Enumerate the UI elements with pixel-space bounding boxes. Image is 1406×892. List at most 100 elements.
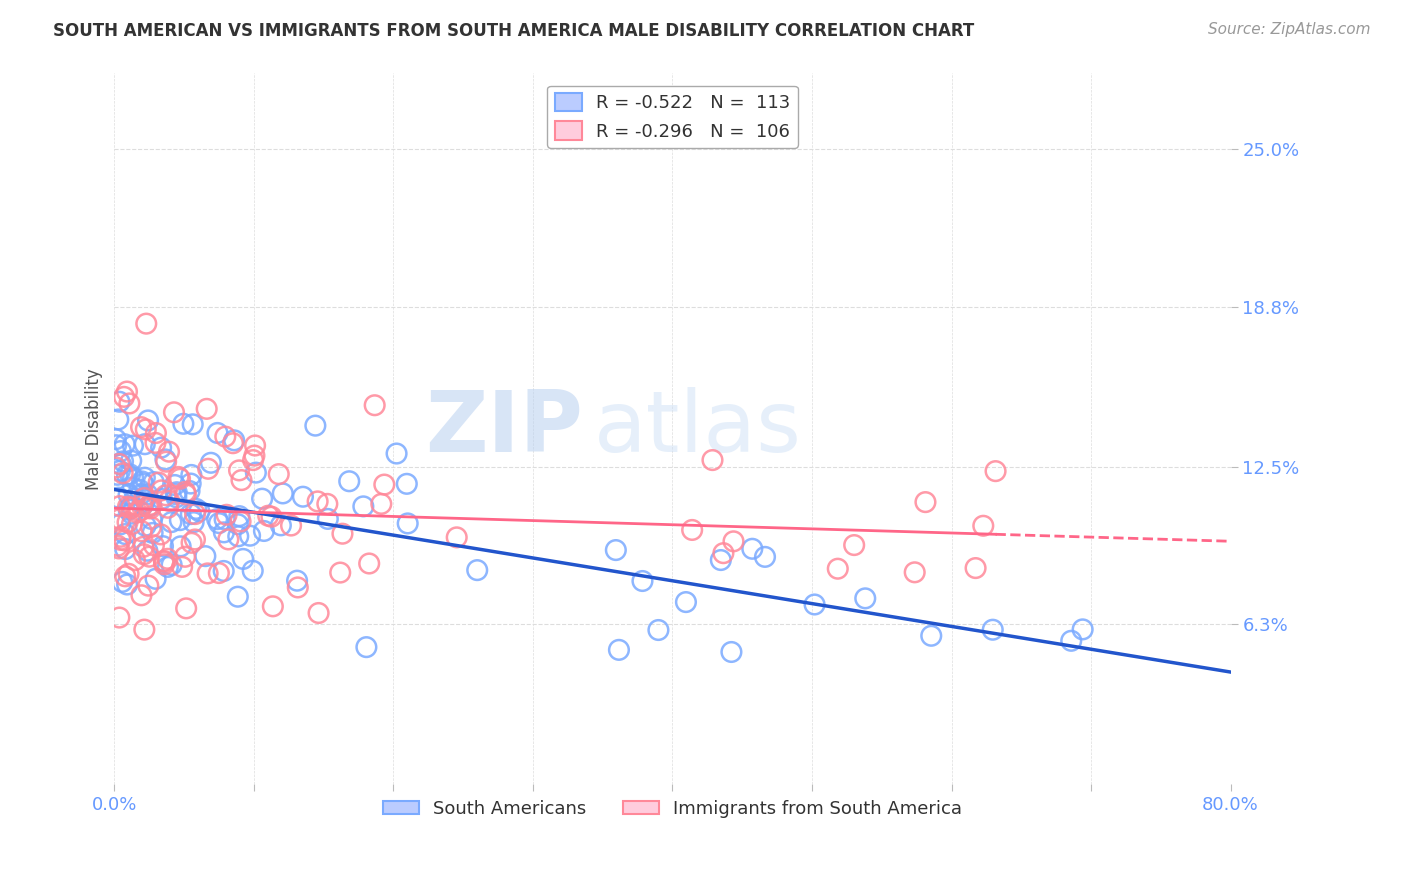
Point xyxy=(291,490,314,504)
Point xyxy=(713,546,735,560)
Point xyxy=(117,488,139,502)
Point xyxy=(115,467,138,482)
Point xyxy=(111,467,134,481)
Point xyxy=(105,438,128,452)
Point xyxy=(107,412,129,426)
Point xyxy=(132,497,155,511)
Point xyxy=(139,520,162,534)
Point xyxy=(141,499,163,513)
Point xyxy=(112,390,135,404)
Point xyxy=(120,501,142,516)
Point xyxy=(316,497,339,511)
Point xyxy=(395,476,418,491)
Point xyxy=(304,418,326,433)
Point xyxy=(122,471,145,485)
Point xyxy=(180,476,202,491)
Point xyxy=(114,569,136,583)
Point xyxy=(114,437,136,451)
Point xyxy=(754,549,776,564)
Point xyxy=(165,490,187,504)
Point xyxy=(253,524,276,538)
Point xyxy=(180,467,202,482)
Point xyxy=(228,463,250,477)
Point xyxy=(723,534,745,549)
Point xyxy=(122,439,145,453)
Point xyxy=(228,509,250,524)
Point xyxy=(232,552,254,566)
Point xyxy=(110,458,132,472)
Point xyxy=(194,549,217,563)
Point xyxy=(981,623,1004,637)
Point xyxy=(136,543,159,558)
Point xyxy=(129,420,152,434)
Point xyxy=(231,473,253,487)
Point xyxy=(332,526,354,541)
Point xyxy=(631,574,654,588)
Point xyxy=(131,524,153,539)
Point xyxy=(110,530,132,544)
Point xyxy=(104,460,127,475)
Point xyxy=(208,516,231,530)
Point xyxy=(243,449,266,463)
Point xyxy=(356,640,378,654)
Point xyxy=(169,539,191,553)
Point xyxy=(1071,623,1094,637)
Point xyxy=(117,566,139,581)
Point xyxy=(172,417,194,431)
Point xyxy=(370,497,392,511)
Point xyxy=(167,470,190,484)
Point xyxy=(136,500,159,514)
Point xyxy=(145,436,167,450)
Point xyxy=(180,507,202,521)
Point xyxy=(115,577,138,591)
Point xyxy=(136,413,159,427)
Point xyxy=(352,500,374,514)
Point xyxy=(207,425,229,440)
Point xyxy=(115,384,138,399)
Point xyxy=(446,530,468,544)
Point xyxy=(155,455,177,469)
Point xyxy=(605,543,627,558)
Point xyxy=(110,533,132,547)
Point xyxy=(139,501,162,516)
Point xyxy=(214,429,236,443)
Point xyxy=(111,574,134,589)
Point xyxy=(107,539,129,553)
Point xyxy=(242,564,264,578)
Point xyxy=(108,457,131,471)
Point xyxy=(132,476,155,491)
Point xyxy=(166,485,188,500)
Point xyxy=(163,405,186,419)
Point xyxy=(165,487,187,501)
Point xyxy=(208,566,231,580)
Point xyxy=(150,483,173,498)
Point xyxy=(153,558,176,572)
Text: Source: ZipAtlas.com: Source: ZipAtlas.com xyxy=(1208,22,1371,37)
Point xyxy=(396,516,419,531)
Point xyxy=(184,533,207,547)
Point xyxy=(156,551,179,566)
Point xyxy=(139,498,162,512)
Point xyxy=(287,581,309,595)
Point xyxy=(385,446,408,460)
Point xyxy=(914,495,936,509)
Point xyxy=(250,491,273,506)
Point xyxy=(174,601,197,615)
Point xyxy=(135,491,157,506)
Point xyxy=(270,518,292,533)
Point xyxy=(121,480,143,494)
Point xyxy=(217,533,239,547)
Point xyxy=(121,516,143,531)
Point xyxy=(142,475,165,489)
Point xyxy=(131,475,153,489)
Point xyxy=(163,478,186,492)
Point xyxy=(465,563,488,577)
Point xyxy=(853,591,876,606)
Point xyxy=(111,454,134,468)
Point xyxy=(120,467,142,482)
Point xyxy=(172,560,194,574)
Point xyxy=(245,466,267,480)
Y-axis label: Male Disability: Male Disability xyxy=(86,368,103,490)
Point xyxy=(224,434,246,448)
Point xyxy=(195,401,218,416)
